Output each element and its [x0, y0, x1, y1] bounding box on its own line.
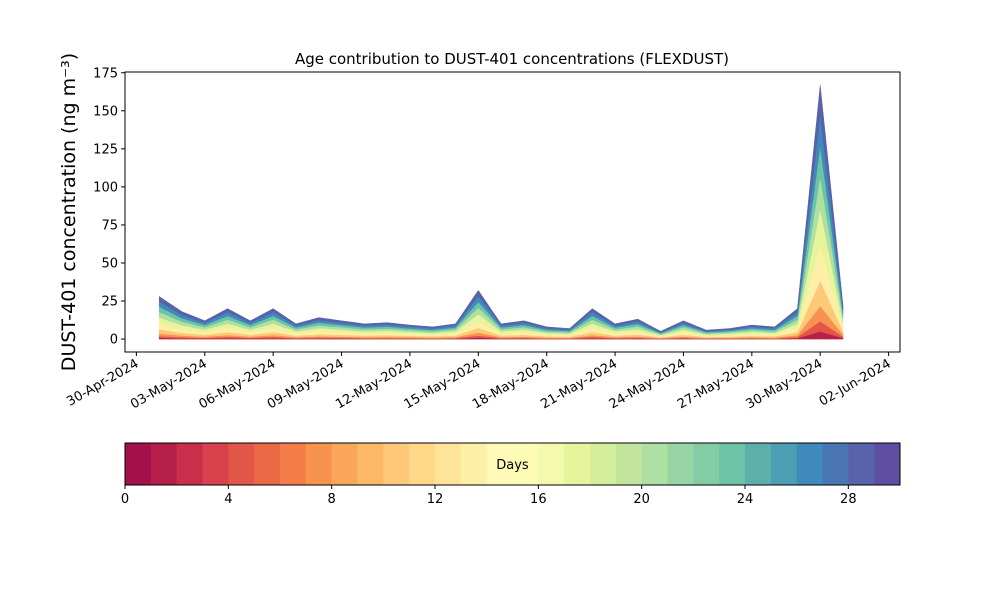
plot-frame — [124, 71, 901, 353]
colorbar-swatch — [796, 443, 823, 485]
y-tick-label: 50 — [101, 256, 118, 271]
colorbar-swatch — [822, 443, 849, 485]
colorbar-swatch — [848, 443, 875, 485]
x-tick-label: 03-May-2024 — [128, 356, 210, 412]
colorbar-swatch — [745, 443, 772, 485]
x-tick-label: 18-May-2024 — [470, 356, 552, 412]
colorbar-swatch — [564, 443, 591, 485]
colorbar-swatch — [874, 443, 901, 485]
area-layer — [158, 176, 844, 336]
colorbar-swatch — [719, 443, 746, 485]
x-tick-label: 21-May-2024 — [538, 356, 620, 412]
colorbar-swatch — [150, 443, 178, 485]
colorbar-swatch — [280, 443, 307, 485]
y-tick-label: 75 — [101, 218, 118, 233]
colorbar-tick-label: 28 — [840, 492, 857, 507]
x-tick-label: 30-May-2024 — [744, 356, 826, 412]
x-tick-label: 09-May-2024 — [265, 356, 347, 412]
y-tick-label: 150 — [93, 104, 118, 119]
colorbar-swatch — [641, 443, 668, 485]
x-tick-label: 06-May-2024 — [196, 356, 278, 412]
colorbar-tick-label: 16 — [530, 492, 547, 507]
chart-title: Age contribution to DUST-401 concentrati… — [295, 50, 729, 68]
colorbar-tick-label: 0 — [121, 492, 129, 507]
area-layer — [158, 85, 844, 333]
colorbar-swatch — [693, 443, 720, 485]
area-layer — [158, 115, 844, 334]
y-tick-label: 100 — [93, 180, 118, 195]
colorbar-swatch — [538, 443, 565, 485]
y-tick-label: 125 — [93, 142, 118, 157]
colorbar-swatch — [176, 443, 203, 485]
x-tick-label: 12-May-2024 — [333, 356, 415, 412]
colorbar-tick-label: 4 — [224, 492, 232, 507]
y-tick-label: 25 — [101, 295, 118, 310]
x-tick-label: 24-May-2024 — [607, 356, 689, 412]
colorbar-swatch — [228, 443, 255, 485]
x-tick-label: 27-May-2024 — [675, 356, 757, 412]
colorbar-tick-label: 20 — [633, 492, 650, 507]
area-layer — [158, 145, 844, 335]
colorbar-swatch — [409, 443, 436, 485]
colorbar-label: Days — [496, 458, 529, 473]
colorbar-swatch — [202, 443, 229, 485]
colorbar-swatch — [357, 443, 384, 485]
colorbar-swatch — [486, 443, 513, 485]
colorbar-swatch — [331, 443, 358, 485]
colorbar-swatch — [615, 443, 643, 485]
colorbar-tick-label: 8 — [328, 492, 336, 507]
colorbar-tick-label: 12 — [427, 492, 444, 507]
colorbar-swatch — [435, 443, 462, 485]
colorbar-tick-label: 24 — [737, 492, 754, 507]
colorbar-swatch — [125, 443, 152, 485]
y-tick-label: 0 — [110, 333, 118, 348]
colorbar-swatch — [590, 443, 617, 485]
y-tick-label: 175 — [93, 66, 118, 81]
x-tick-label: 15-May-2024 — [402, 356, 484, 412]
x-tick-label: 02-Jun-2024 — [817, 356, 894, 409]
colorbar-swatch — [305, 443, 333, 485]
y-axis-label: DUST-401 concentration (ng m⁻³) — [58, 53, 80, 371]
colorbar-swatch — [512, 443, 539, 485]
colorbar-swatch — [667, 443, 694, 485]
colorbar-swatch — [254, 443, 281, 485]
colorbar-swatch — [770, 443, 798, 485]
colorbar-frame — [124, 442, 901, 486]
colorbar-swatch — [383, 443, 410, 485]
colorbar-swatch — [460, 443, 488, 485]
